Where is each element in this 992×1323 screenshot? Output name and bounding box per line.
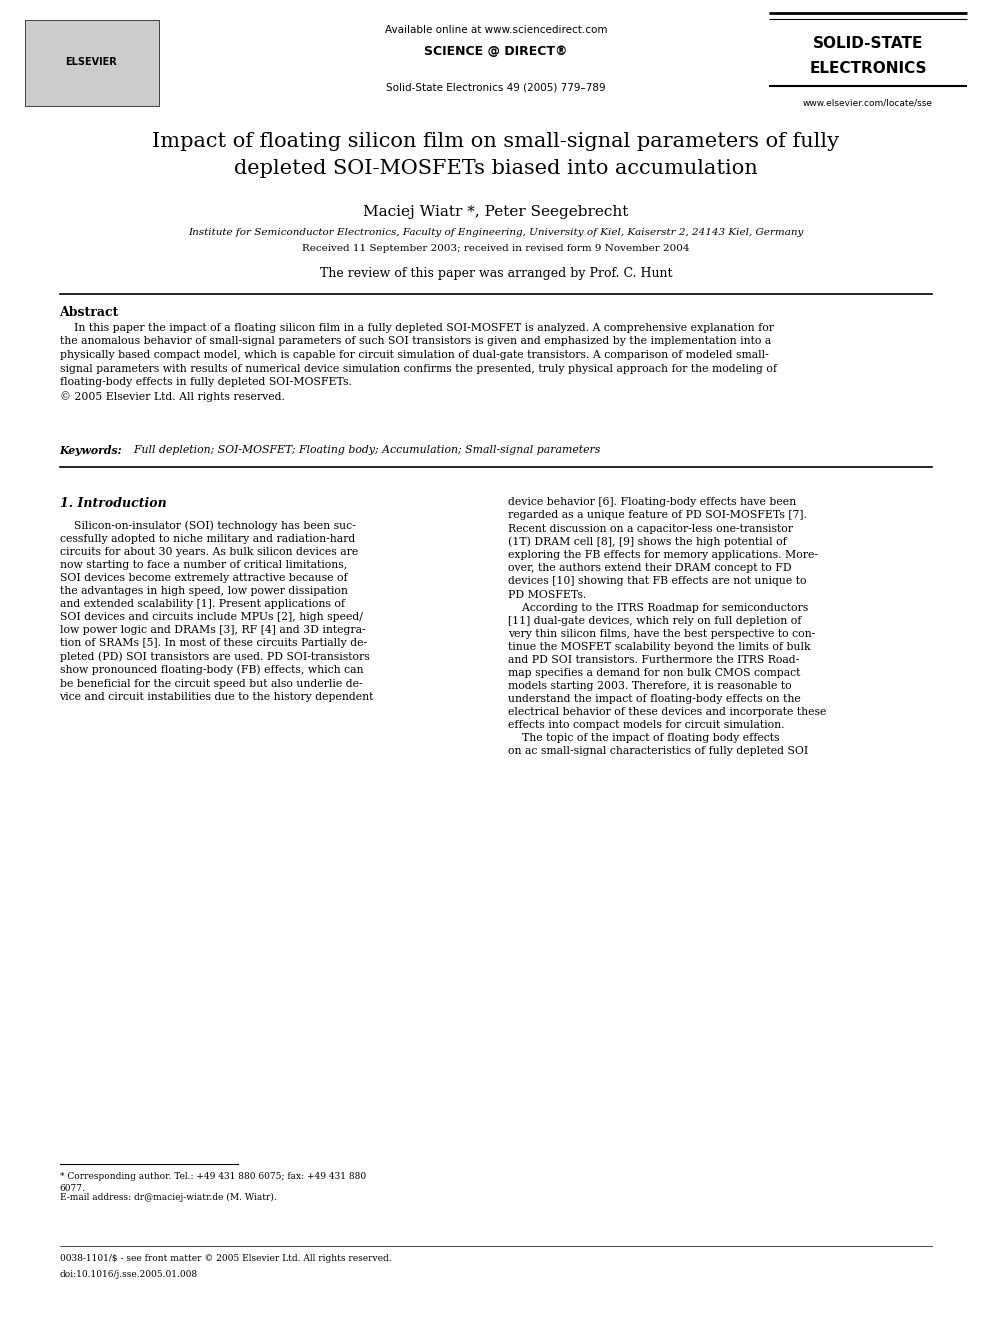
Text: www.elsevier.com/locate/sse: www.elsevier.com/locate/sse <box>803 99 933 107</box>
Text: doi:10.1016/j.sse.2005.01.008: doi:10.1016/j.sse.2005.01.008 <box>60 1270 197 1279</box>
Text: The review of this paper was arranged by Prof. C. Hunt: The review of this paper was arranged by… <box>319 267 673 280</box>
Text: 0038-1101/$ - see front matter © 2005 Elsevier Ltd. All rights reserved.: 0038-1101/$ - see front matter © 2005 El… <box>60 1254 391 1263</box>
Text: Abstract: Abstract <box>60 306 119 319</box>
Text: Silicon-on-insulator (SOI) technology has been suc-
cessfully adopted to niche m: Silicon-on-insulator (SOI) technology ha… <box>60 520 374 701</box>
Text: E-mail address: dr@maciej-wiatr.de (M. Wiatr).: E-mail address: dr@maciej-wiatr.de (M. W… <box>60 1193 276 1203</box>
Text: Available online at www.sciencedirect.com: Available online at www.sciencedirect.co… <box>385 25 607 36</box>
Text: Received 11 September 2003; received in revised form 9 November 2004: Received 11 September 2003; received in … <box>303 245 689 253</box>
Text: ELSEVIER: ELSEVIER <box>65 57 117 67</box>
Text: Solid-State Electronics 49 (2005) 779–789: Solid-State Electronics 49 (2005) 779–78… <box>386 82 606 93</box>
Text: SCIENCE @ DIRECT®: SCIENCE @ DIRECT® <box>425 45 567 58</box>
FancyBboxPatch shape <box>25 20 159 106</box>
Text: Full depletion; SOI-MOSFET; Floating body; Accumulation; Small-signal parameters: Full depletion; SOI-MOSFET; Floating bod… <box>127 445 600 455</box>
Text: * Corresponding author. Tel.: +49 431 880 6075; fax: +49 431 880
6077.: * Corresponding author. Tel.: +49 431 88… <box>60 1172 366 1193</box>
Text: SOLID-STATE: SOLID-STATE <box>812 36 924 52</box>
Text: Keywords:: Keywords: <box>60 445 122 455</box>
Text: ELECTRONICS: ELECTRONICS <box>809 61 927 77</box>
Text: Maciej Wiatr *, Peter Seegebrecht: Maciej Wiatr *, Peter Seegebrecht <box>363 205 629 218</box>
Text: Institute for Semiconductor Electronics, Faculty of Engineering, University of K: Institute for Semiconductor Electronics,… <box>188 229 804 237</box>
Text: device behavior [6]. Floating-body effects have been
regarded as a unique featur: device behavior [6]. Floating-body effec… <box>508 497 826 755</box>
Text: In this paper the impact of a floating silicon film in a fully depleted SOI-MOSF: In this paper the impact of a floating s… <box>60 323 777 402</box>
Text: Impact of floating silicon film on small-signal parameters of fully
depleted SOI: Impact of floating silicon film on small… <box>153 132 839 177</box>
Text: 1. Introduction: 1. Introduction <box>60 497 167 511</box>
